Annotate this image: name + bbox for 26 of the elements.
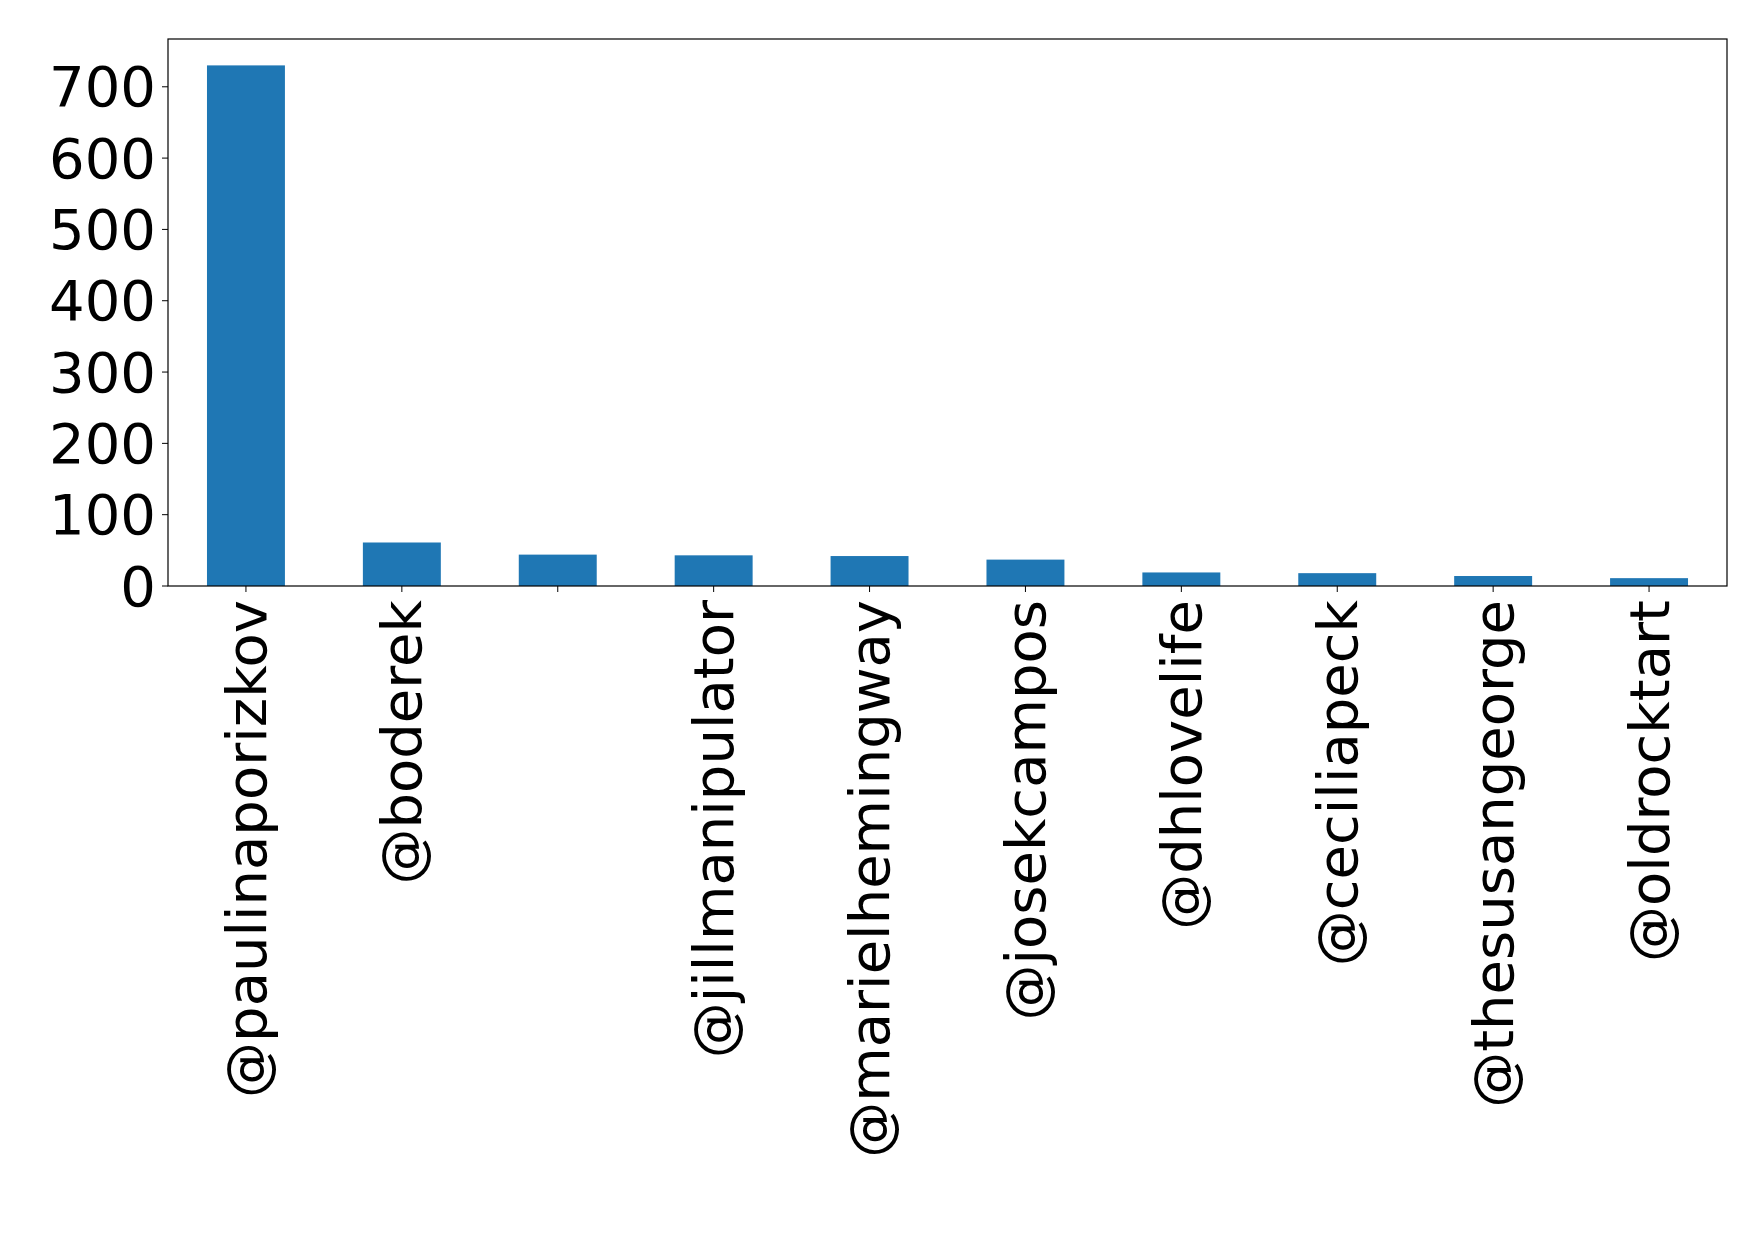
y-tick-label: 600	[49, 125, 156, 191]
y-tick-label: 0	[120, 553, 156, 619]
x-tick-label: @jillmanipulator	[681, 599, 747, 1059]
x-tick-label: @ceciliapeck	[1304, 599, 1370, 967]
bar	[1454, 576, 1533, 586]
y-tick-label: 400	[49, 268, 156, 334]
x-tick-label: @thesusangeorge	[1460, 600, 1526, 1108]
x-tick-label: @marielhemingway	[837, 600, 903, 1158]
bar	[206, 65, 285, 586]
bar	[1142, 572, 1221, 586]
x-tick-label: @paulinaporizkov	[213, 600, 279, 1098]
bar	[674, 555, 753, 586]
bar	[518, 554, 597, 586]
x-tick-label: @boderek	[369, 599, 435, 885]
bar	[830, 556, 909, 586]
bar	[1298, 573, 1377, 586]
y-tick-label: 700	[49, 54, 156, 120]
bar	[986, 559, 1065, 586]
y-tick-label: 200	[49, 410, 156, 476]
y-tick-label: 300	[49, 339, 156, 405]
x-tick-label: @josekcampos	[993, 600, 1059, 1021]
x-tick-label: @oldrocktart	[1616, 600, 1682, 962]
y-tick-label: 500	[49, 197, 156, 263]
y-tick-label: 100	[49, 482, 156, 548]
bar	[362, 542, 441, 586]
x-tick-label: @dhlovelife	[1148, 600, 1214, 930]
